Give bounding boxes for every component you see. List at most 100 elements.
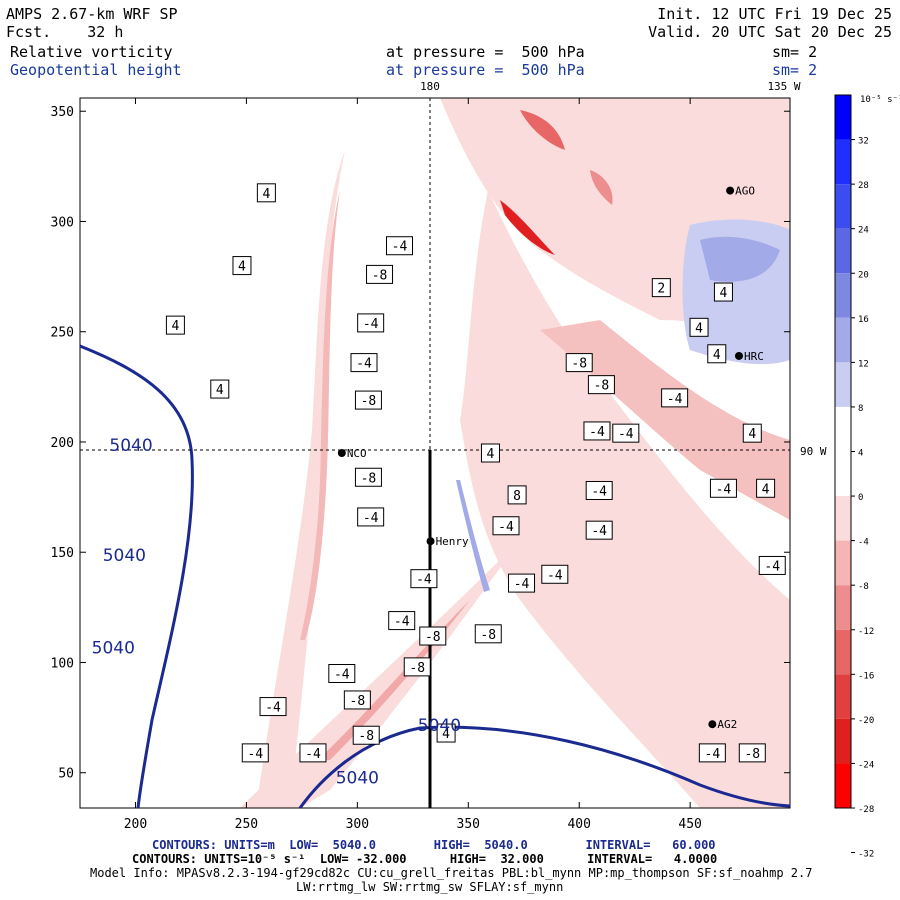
plot-frame <box>79 97 791 809</box>
forecast-label: Fcst. 32 h <box>6 24 123 41</box>
colorbar-segment <box>835 629 851 675</box>
vorticity-contour-label: -8 <box>565 353 593 373</box>
station-marker <box>708 720 717 729</box>
vorticity-contour-label: -4 <box>585 520 613 540</box>
vorticity-contour-label: -4 <box>388 611 416 631</box>
contour-label-box <box>366 264 394 284</box>
contour-label-text: -8 <box>409 661 425 676</box>
colorbar-tick-label: -32 <box>858 850 874 860</box>
x-tick-label: 250 <box>235 817 258 832</box>
contour-label-box <box>738 743 766 763</box>
height-contours <box>80 344 790 808</box>
meridian-90w-label: 90 W <box>800 445 827 458</box>
colorbar-segment <box>835 228 851 274</box>
field2-smoothing: sm= 2 <box>772 61 818 79</box>
station-label: NCO <box>347 447 367 460</box>
contour-label-box <box>583 421 611 441</box>
colorbar-segment <box>835 406 851 452</box>
height-contour-label: 5040 <box>336 769 379 789</box>
contour-label-text: -4 <box>667 392 683 407</box>
vorticity-contour-label: 4 <box>256 183 276 203</box>
vorticity-contour-label: -4 <box>299 743 327 763</box>
contour-label-text: 4 <box>262 187 270 202</box>
footer-physics-info: LW:rrtmg_lw SW:rrtmg_sw SFLAY:sf_mynn <box>296 880 564 894</box>
colorbar-segment <box>835 674 851 719</box>
vorticity-contour-label: -4 <box>758 555 786 575</box>
vorticity-contour-label: -8 <box>587 375 615 395</box>
contour-label-box <box>480 443 500 463</box>
contour-label-box <box>585 480 613 500</box>
colorbar-segment <box>835 273 851 318</box>
station-label: HRC <box>744 350 764 363</box>
vorticity-contour-label: 4 <box>689 317 709 337</box>
contour-label-text: -4 <box>591 524 607 539</box>
valid-time: Valid. 20 UTC Sat 20 Dec 25 <box>648 23 892 41</box>
vorticity-contour-label: 4 <box>232 256 252 276</box>
footer-model-info: Model Info: MPASv8.2.3-194-gf29cd82c CU:… <box>90 866 813 880</box>
vorticity-contour-label: -4 <box>410 569 438 589</box>
height-contour-label: 5040 <box>418 716 461 736</box>
forecast-hours: 32 h <box>87 23 124 41</box>
vorticity-band-west-core <box>300 190 340 640</box>
contour-label-box <box>565 353 593 373</box>
contour-label-box <box>612 423 640 443</box>
colorbar-tick-label: 12 <box>858 359 869 369</box>
contour-label-box <box>713 282 733 302</box>
x-tick-label: 300 <box>346 817 369 832</box>
y-tick-label: 350 <box>51 105 74 120</box>
station-marker <box>734 351 743 360</box>
vorticity-region-east-2 <box>540 320 790 520</box>
contour-label-box <box>698 743 726 763</box>
vorticity-contour-label: -4 <box>386 236 413 256</box>
contour-label-box <box>742 423 762 443</box>
contour-label-text: 4 <box>216 383 224 398</box>
vorticity-contour-label: -4 <box>357 507 385 527</box>
station-marker <box>337 449 346 457</box>
contour-label-box <box>259 697 287 717</box>
vorticity-red-patch <box>520 110 565 150</box>
colorbar-tick-label: -16 <box>858 671 874 681</box>
contour-label-box <box>354 390 382 410</box>
height-contour-south <box>298 725 790 808</box>
vorticity-contour-label: 2 <box>651 278 671 298</box>
colorbar-tick-label: 20 <box>858 270 869 280</box>
contour-label-box <box>232 256 252 276</box>
footer-height-contours: CONTOURS: UNITS=m LOW= 5040.0 HIGH= 5040… <box>152 838 716 852</box>
contour-label-text: -4 <box>416 573 432 588</box>
vorticity-band-south <box>240 540 520 808</box>
contour-label-box <box>210 379 230 399</box>
contour-label-text: -8 <box>361 471 377 486</box>
vorticity-contour-label: -4 <box>541 564 569 584</box>
contour-label-text: -4 <box>716 482 732 497</box>
colorbar-segment <box>835 496 851 541</box>
contour-label-text: 4 <box>695 321 703 336</box>
colorbar-segment <box>835 362 851 407</box>
contour-label-text: -4 <box>498 520 514 535</box>
vorticity-contour-label: -8 <box>354 467 382 487</box>
colorbar-tick-label: -24 <box>858 760 874 770</box>
contour-label-text: -4 <box>547 568 563 583</box>
contour-label-text: -8 <box>425 630 441 645</box>
contour-label-text: -4 <box>265 701 281 716</box>
contour-label-box <box>256 183 276 203</box>
contour-label-box <box>357 313 385 333</box>
vorticity-contour-label: 4 <box>756 478 776 498</box>
height-contour-label: 5040 <box>92 639 135 659</box>
vorticity-contour-label: -4 <box>508 573 536 593</box>
colorbar-tick-label: 4 <box>858 449 863 459</box>
contour-label-text: -8 <box>571 357 587 372</box>
vorticity-contour-label: 4 <box>742 423 762 443</box>
vorticity-contour-label: -8 <box>354 390 382 410</box>
contour-label-box <box>388 611 416 631</box>
contour-label-box <box>299 743 327 763</box>
vorticity-contour-label: -4 <box>583 421 611 441</box>
x-tick-label: 350 <box>457 817 480 832</box>
colorbar-tick-label: -12 <box>858 627 874 637</box>
height-contour-label: 5040 <box>103 546 146 566</box>
contour-label-box <box>403 657 431 677</box>
contour-label-box <box>350 353 378 373</box>
contour-label-box <box>343 690 371 710</box>
colorbar-tick-label: 16 <box>858 315 869 325</box>
colorbar-segment <box>835 763 851 808</box>
